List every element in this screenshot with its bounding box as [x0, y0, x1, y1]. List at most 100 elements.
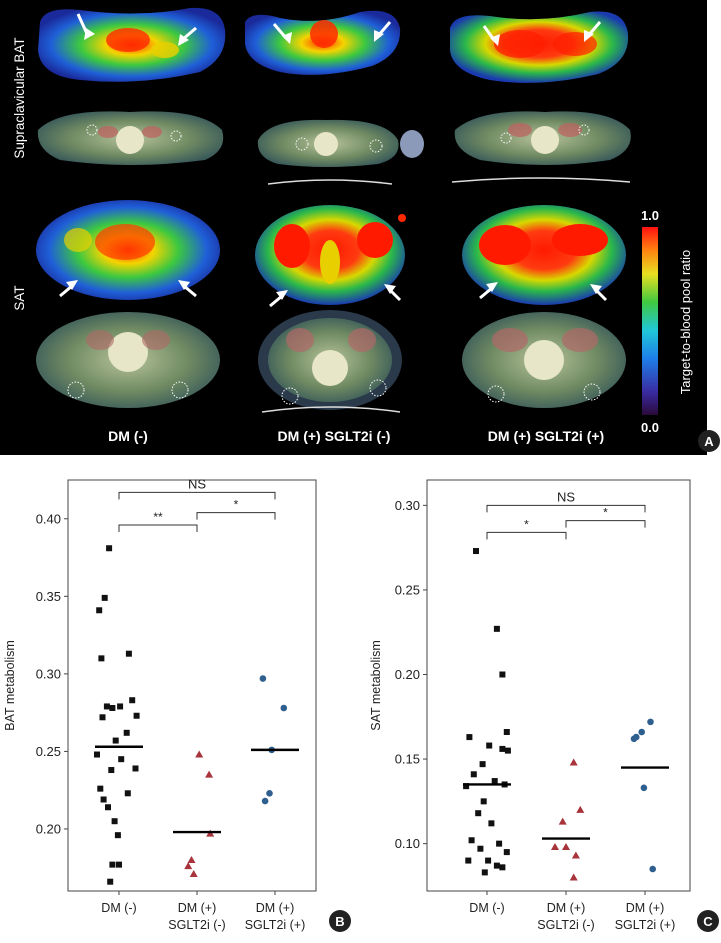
data-point-square: [97, 785, 104, 792]
y-tick-label: 0.40: [36, 511, 61, 526]
panel-letter-a: A: [704, 434, 714, 449]
data-point-square: [100, 796, 107, 803]
data-point-square: [475, 810, 482, 817]
data-point-square: [499, 745, 506, 752]
bat-ct-dm-plus-sglt2i-minus: [257, 119, 424, 167]
row-label-sat: SAT: [12, 285, 27, 310]
sat-pet-dm-plus-sglt2i-minus: [255, 205, 406, 305]
significance-label: NS: [557, 489, 575, 504]
data-point-triangle: [576, 805, 585, 813]
data-point-square: [479, 761, 486, 768]
data-point-circle: [266, 789, 273, 797]
data-point-square: [125, 650, 132, 657]
significance-label: NS: [188, 476, 206, 491]
data-point-square: [499, 671, 506, 678]
y-tick-label: 0.25: [395, 582, 420, 597]
data-point-square: [123, 729, 130, 736]
x-tick-label: DM (+): [626, 901, 665, 915]
data-point-square: [98, 655, 105, 662]
y-tick-label: 0.30: [395, 498, 420, 513]
bat-metabolism-chart: 0.20 0.25 0.30 0.35 0.40 DM (-) DM (+) SGLT2i (…: [3, 476, 351, 932]
panel-letter-badge: [697, 910, 719, 932]
data-point-square: [493, 625, 500, 632]
data-point-square: [96, 607, 103, 614]
data-point-square: [503, 729, 510, 736]
colorbar: [642, 227, 658, 415]
data-point-square: [504, 747, 511, 754]
data-point-circle: [280, 704, 288, 712]
significance-bracket: [486, 504, 646, 513]
data-point-triangle: [551, 843, 559, 851]
colorbar-min-label: 0.0: [641, 420, 659, 435]
colorbar-axis-label: Target-to-blood pool ratio: [678, 250, 693, 395]
data-point-square: [108, 767, 115, 774]
data-point-square: [463, 783, 470, 790]
data-point-square: [466, 734, 473, 741]
data-point-square: [94, 751, 100, 758]
significance-label: *: [234, 498, 239, 512]
data-point-square: [107, 878, 114, 885]
data-point-square: [114, 832, 121, 839]
data-point-square: [499, 864, 506, 871]
data-point-square: [103, 703, 110, 710]
significance-label: *: [603, 506, 608, 520]
panel-letter-badge-a: [698, 430, 720, 452]
data-point-square: [468, 837, 475, 844]
data-point-circle: [649, 865, 656, 873]
data-point-circle: [259, 675, 267, 682]
data-point-square: [485, 857, 492, 864]
column-label-dm-plus-sglt2i-minus: DM (+) SGLT2i (-): [278, 428, 391, 444]
data-point-square: [470, 771, 477, 778]
y-tick-label: 0.25: [36, 744, 61, 759]
data-point-circle: [638, 728, 645, 736]
bat-pet-dm-plus-sglt2i-minus: [245, 10, 401, 75]
x-tick-label: SGLT2i (-): [168, 918, 225, 932]
data-point-triangle: [571, 851, 580, 859]
data-point-square: [481, 869, 488, 876]
data-point-square: [109, 704, 116, 711]
data-point-square: [124, 790, 131, 797]
plot-frame: [67, 479, 317, 892]
data-point-circle: [261, 797, 269, 805]
panel-letter: C: [703, 914, 713, 929]
significance-bracket: [118, 524, 198, 532]
data-point-triangle: [187, 855, 196, 863]
data-point-square: [503, 849, 510, 856]
sat-ct-dm-plus-sglt2i-minus: [258, 310, 402, 410]
y-tick-label: 0.30: [36, 666, 61, 681]
y-tick-label: 0.20: [36, 821, 61, 836]
y-axis-label: BAT metabolism: [3, 640, 17, 731]
sat-ct-dm-minus: [36, 312, 220, 408]
data-point-triangle: [562, 843, 570, 851]
data-point-triangle: [189, 869, 198, 877]
panel-letter: B: [335, 914, 344, 929]
data-point-square: [129, 697, 136, 704]
x-tick-label: SGLT2i (-): [537, 918, 594, 932]
ct-table-lines: [267, 177, 631, 185]
x-tick-label: DM (+): [256, 901, 295, 915]
data-point-circle: [640, 784, 648, 792]
data-point-square: [101, 594, 108, 601]
data-point-triangle: [558, 817, 567, 825]
sat-pet-arrows: [59, 280, 608, 308]
bat-pet-dm-plus-sglt2i-plus: [450, 11, 629, 83]
data-point-triangle: [569, 873, 578, 881]
sat-pet-dm-minus: [36, 200, 220, 300]
data-point-square: [493, 862, 500, 869]
data-point-square: [116, 861, 122, 868]
data-point-square: [496, 840, 503, 847]
ct-table-lines-sat: [261, 406, 401, 413]
bat-pet-dm-minus: [38, 7, 226, 82]
data-point-triangle: [184, 862, 193, 870]
data-point-triangle: [569, 758, 578, 766]
data-point-square: [117, 703, 124, 710]
data-point-square: [118, 756, 125, 763]
data-point-square: [109, 861, 116, 868]
x-tick-label: DM (-): [101, 901, 136, 915]
sat-ct-dm-plus-sglt2i-plus: [462, 312, 626, 408]
x-tick-label: SGLT2i (+): [615, 918, 676, 932]
column-label-dm-plus-sglt2i-plus: DM (+) SGLT2i (+): [488, 428, 604, 444]
data-point-triangle: [205, 770, 214, 778]
data-point-square: [488, 820, 495, 827]
plot-frame: [426, 479, 691, 892]
